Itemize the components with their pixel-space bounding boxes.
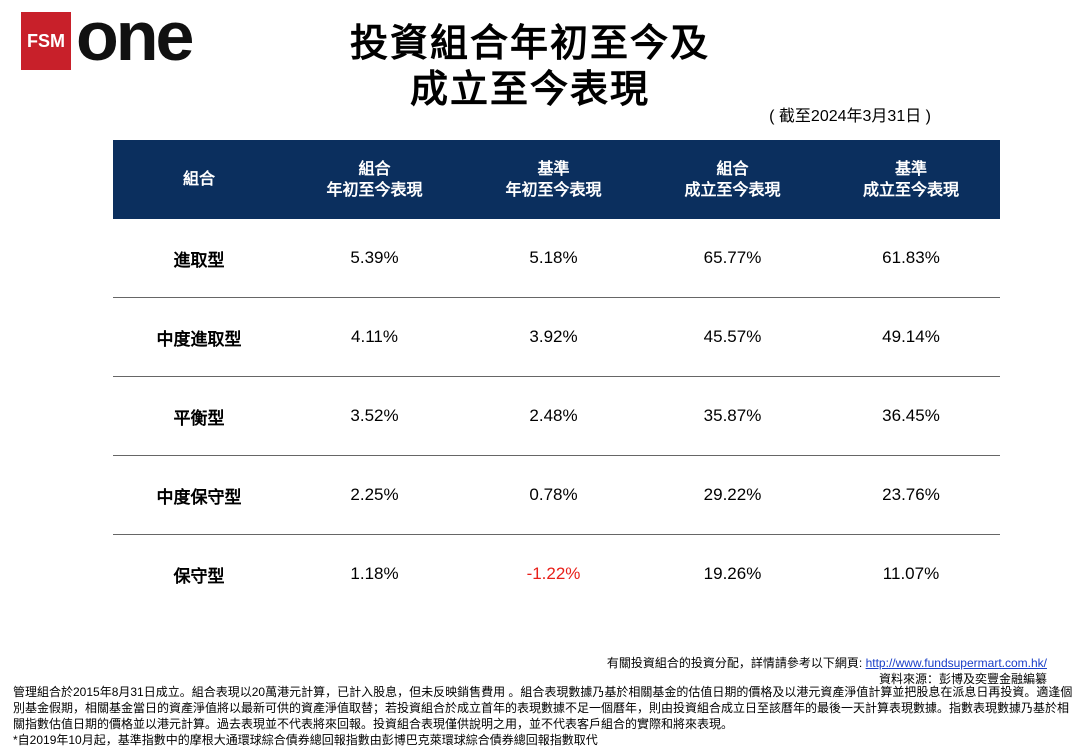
column-header-line: 基準: [894, 160, 927, 178]
logo-one: one: [76, 0, 194, 75]
column-header-line: 年初至今表現: [505, 181, 602, 199]
cell: -1.22%: [526, 564, 581, 583]
column-header-line: 組合: [182, 171, 215, 188]
link-intro: 有關投資組合的投資分配，詳情請參考以下網頁:: [606, 656, 866, 670]
row-label: 平衡型: [113, 376, 285, 456]
row-label: 中度保守型: [113, 455, 285, 535]
cell: 3.52%: [285, 376, 464, 456]
row-label: 中度進取型: [113, 297, 285, 377]
cell: 36.45%: [822, 376, 1000, 456]
row-label: 保守型: [173, 566, 225, 586]
cell: 2.48%: [464, 376, 643, 456]
table-row: 保守型 1.18% -1.22% 19.26% 11.07%: [113, 535, 1000, 614]
cell: 49.14%: [822, 297, 1000, 377]
logo-fsm: FSM: [21, 12, 71, 70]
column-header-line: 組合: [716, 160, 749, 178]
cell: 1.18%: [350, 564, 399, 583]
column-header: 組合 年初至今表現: [285, 140, 464, 219]
column-header: 組合: [113, 140, 285, 219]
column-header: 組合 成立至今表現: [643, 140, 822, 219]
table-row: 中度進取型 4.11% 3.92% 45.57% 49.14%: [113, 297, 1000, 377]
column-header-line: 成立至今表現: [862, 181, 959, 199]
cell: 29.22%: [643, 455, 822, 535]
title: 成立至今表現: [409, 69, 650, 111]
cell: 61.83%: [822, 219, 1000, 298]
link-line: 有關投資組合的投資分配，詳情請參考以下網頁: http://www.fundsu…: [607, 655, 1047, 671]
title: 投資組合年初至今及: [349, 23, 710, 65]
column-header: 基準 年初至今表現: [464, 140, 643, 219]
column-header-line: 年初至今表現: [326, 181, 423, 199]
cell: 3.92%: [464, 297, 643, 377]
link[interactable]: http://www.fundsupermart.com.hk/: [865, 656, 1047, 670]
table-row: 平衡型 3.52% 2.48% 35.87% 36.45%: [113, 376, 1000, 456]
table-row: 中度保守型 2.25% 0.78% 29.22% 23.76%: [113, 455, 1000, 535]
cell: 11.07%: [882, 564, 940, 583]
column-header: 基準 成立至今表現: [822, 140, 1000, 219]
performance-table: 組合 組合 年初至今表現 基準 年初至今表現 組合 成立至今表現 基準 成立至今表現 進取型 5.…: [113, 140, 1000, 613]
column-header-line: 成立至今表現: [684, 181, 781, 199]
cell: 4.11%: [285, 297, 464, 377]
row-label: 進取型: [113, 219, 285, 298]
as-of-date: ( 截至2024年3月31日 ): [769, 108, 931, 125]
cell: 65.77%: [643, 219, 822, 298]
cell: 19.26%: [703, 564, 762, 583]
column-header-line: 基準: [537, 160, 570, 178]
cell: 2.25%: [285, 455, 464, 535]
cell: 0.78%: [464, 455, 643, 535]
header-row: 組合 組合 年初至今表現 基準 年初至今表現 組合 成立至今表現 基準 成立至今表現: [113, 140, 1000, 219]
cell: 35.87%: [643, 376, 822, 456]
footnote: *自2019年10月起，基準指數中的摩根大通環球綜合債券總回報指數由彭博巴克萊環…: [13, 733, 598, 747]
cell: 5.18%: [464, 219, 643, 298]
cell: 5.39%: [285, 219, 464, 298]
source: 資料來源：彭博及奕豐金融編纂: [878, 672, 1047, 686]
table-row: 進取型 5.39% 5.18% 65.77% 61.83%: [113, 219, 1000, 298]
column-header-line: 組合: [358, 160, 391, 178]
cell: 23.76%: [822, 455, 1000, 535]
cell: 45.57%: [643, 297, 822, 377]
disclaimer: 管理組合於2015年8月31日成立。組合表現以20萬港元計算，已計入股息，但未反…: [13, 685, 1073, 731]
